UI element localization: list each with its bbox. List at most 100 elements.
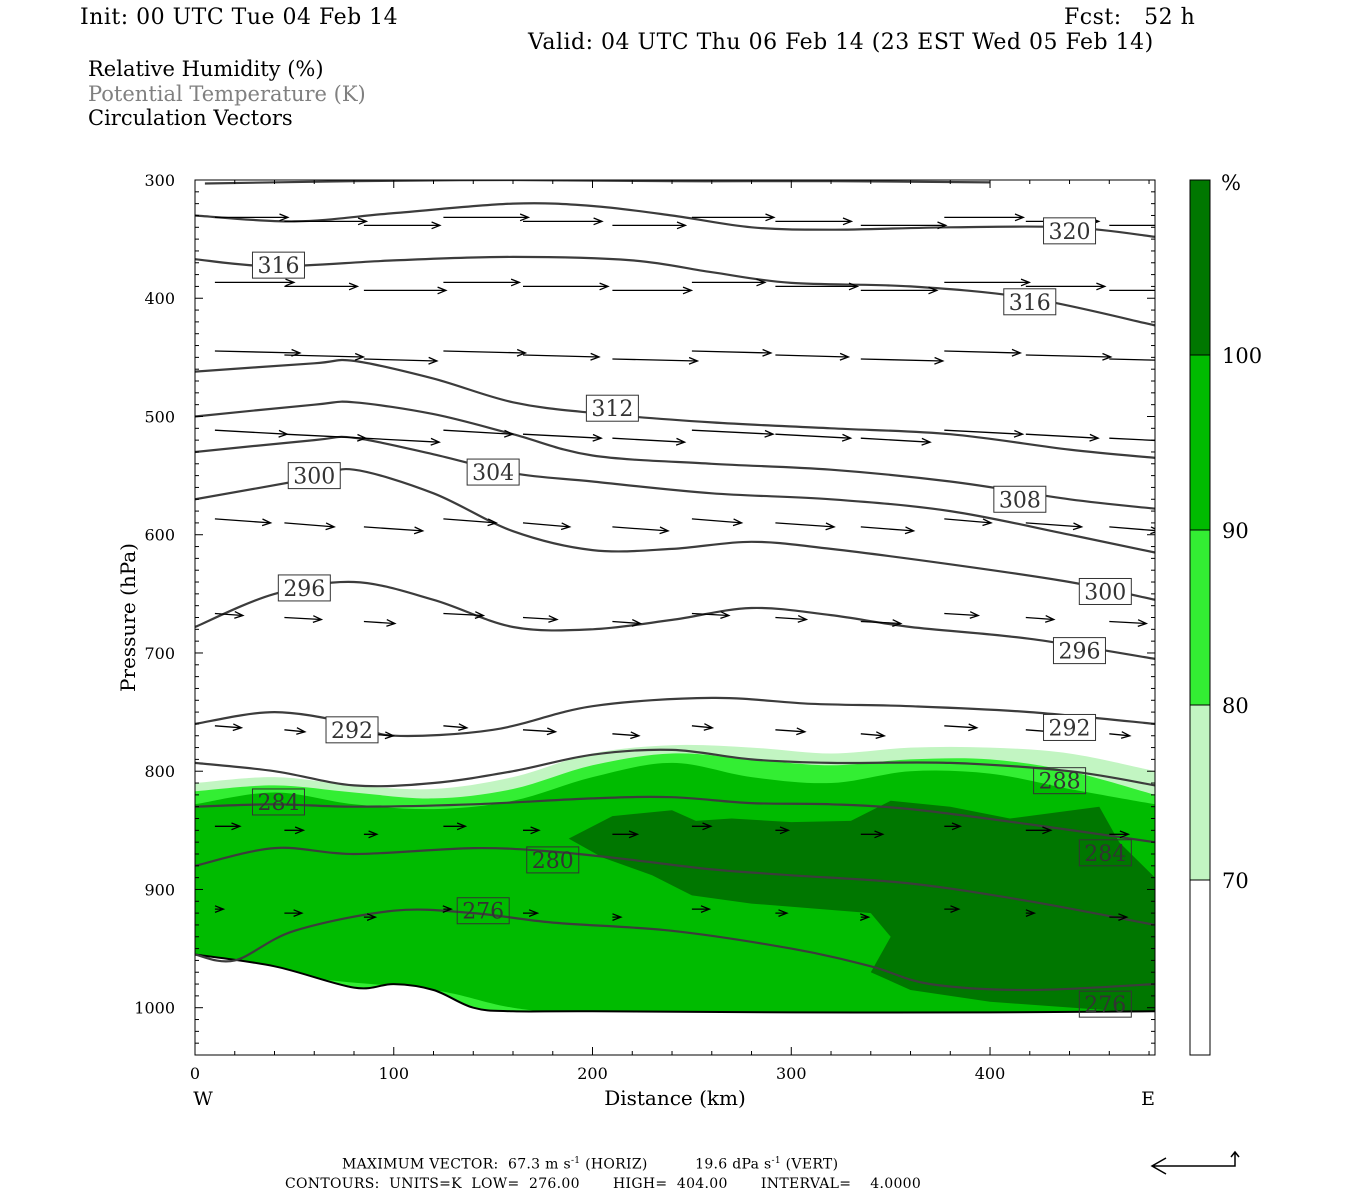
colorbar-segment [1190,705,1210,880]
vector-arrow [944,611,981,619]
vector-arrow [612,619,643,627]
y-tick-label: 700 [144,644,175,663]
vector-arrow [691,429,775,438]
vector-arrow [775,217,854,226]
vector-arrow [443,822,468,831]
rh-region-100 [568,800,1155,1014]
theta-contour-280 [195,846,1155,926]
vector-arrow [522,352,601,361]
vector-arrow [1109,358,1155,361]
vector-arrow [860,356,945,365]
contour-label-284: 284 [257,791,299,816]
vector-arrow [1025,826,1053,835]
contour-label-box [1043,217,1097,245]
vector-arrow [775,615,809,623]
vector-arrow [523,282,610,291]
vector-arrow [363,437,441,446]
y-tick-label: 800 [144,762,175,781]
vector-arrow [522,615,559,623]
vector-arrow [1025,433,1100,442]
vector-arrow [1025,522,1084,531]
vector-arrow [363,526,425,535]
vector-arrow [775,727,807,736]
contour-label-316: 316 [1009,291,1051,316]
theta-contour-288 [195,748,1155,788]
vector-arrow [363,913,378,922]
colorbar-label: 100 [1222,344,1262,368]
terrain-line [195,953,1155,1014]
circulation-vectors [214,213,1155,922]
vector-arrow [523,909,540,918]
reference-vector-arrow [1150,1150,1240,1175]
contour-labels: 316 320 316 312 300 304 308 296 300 296 292 292 288 2… [251,217,1132,1018]
vector-arrow [522,433,603,442]
vector-arrow [860,286,939,295]
max-vector-note: MAXIMUM VECTOR: 67.3 m s-1 (HORIZ) 19.6 … [342,1156,838,1173]
colorbar-frame [1189,179,1211,1056]
vector-arrow [214,278,296,287]
vector-arrow [443,723,469,732]
vector-arrow [1025,352,1113,361]
vector-arrow [443,278,522,287]
rh-shading [195,744,1155,1055]
contour-label-320: 320 [1049,220,1091,245]
vector-arrow [284,909,304,918]
max-vector-vert-value: 19.6 [695,1156,728,1173]
vector-arrow [443,213,531,222]
vector-arrow [1109,224,1155,227]
vector-arrow [284,522,336,531]
vector-arrow [284,615,324,624]
max-vector-label: MAXIMUM VECTOR: [342,1156,499,1173]
vector-arrow [523,826,541,835]
contour-label-box [466,458,520,486]
contour-label-box [287,462,341,490]
vector-arrow [214,905,226,914]
valid-time: Valid: 04 UTC Thu 06 Feb 14 (23 EST Wed … [528,30,1154,55]
colorbar-unit: % [1221,171,1241,195]
vector-arrow [860,731,887,740]
vector-arrow [775,352,851,361]
contour-label-box [325,716,379,744]
max-vector-horiz-note: (HORIZ) [585,1156,648,1173]
vector-arrow [214,213,290,222]
vector-arrow [612,356,700,365]
vector-arrow [944,905,961,914]
max-vector-horiz-value: 67.3 [508,1156,541,1173]
vector-arrow [944,278,1032,287]
axes: 300 400 500 600 700 800 900 1000 0 100 200 300 400 Di… [116,171,1155,1110]
vector-arrow [775,909,789,918]
vector-arrow [944,429,1025,438]
vector-arrow [860,221,948,230]
colorbar-segment [1190,180,1210,355]
vector-arrow [1025,615,1056,623]
vector-arrow [691,723,715,731]
vector-arrow [944,518,993,527]
theta-contour-300 [195,468,1155,601]
x-tick-label: 100 [378,1064,409,1083]
vector-arrow [214,611,245,619]
vector-arrow [443,611,486,620]
contour-label-box [993,485,1047,513]
vector-arrow [944,723,979,732]
vector-arrow [442,905,453,914]
contour-label-box [1078,990,1132,1018]
contour-label-box [251,788,305,816]
contour-label-308: 308 [999,488,1041,513]
vector-arrow [775,433,853,442]
legend-relative-humidity: Relative Humidity (%) [88,57,324,81]
contour-label-box [1033,767,1087,795]
theta-contour-284 [195,795,1155,844]
y-tick-label: 500 [144,407,175,426]
y-tick-label: 400 [144,289,175,308]
vector-arrow [284,727,307,735]
theta-contour-324 [204,180,991,185]
vector-arrow [1109,731,1132,739]
vector-arrow [612,731,641,740]
contour-label-box [277,574,331,602]
contour-label-box [1078,577,1132,605]
vector-arrow [1109,437,1155,442]
colorbar-label: 90 [1222,519,1249,543]
vector-arrow [363,286,448,295]
vector-arrow [214,429,289,438]
colorbar-segment [1190,530,1210,705]
